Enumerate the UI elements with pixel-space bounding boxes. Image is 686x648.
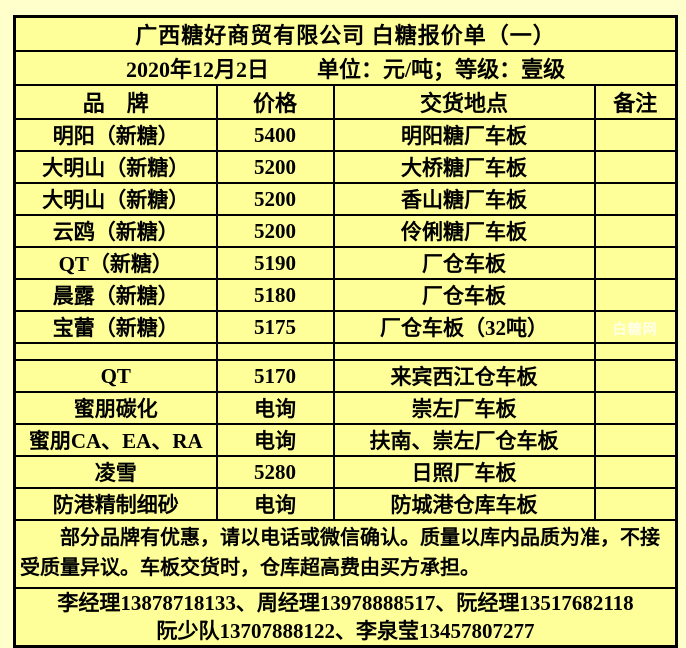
contacts-line-2: 阮少队13707888122、李泉莹13457807277 — [156, 619, 535, 643]
price-cell: 5175 — [215, 310, 335, 344]
location-cell: 厂仓车板 — [332, 246, 596, 280]
price-row: 晨露（新糖） 5180 厂仓车板 — [13, 278, 678, 312]
price-cell: 5200 — [215, 150, 335, 184]
location-cell: 崇左厂车板 — [332, 391, 596, 425]
contacts-line-1: 李经理13878718133、周经理13978888517、阮经理1351768… — [57, 591, 634, 615]
sheet-date: 2020年12月2日 — [125, 57, 269, 82]
sheet-unit-grade: 单位：元/吨；等级：壹级 — [316, 57, 566, 82]
sheet-title: 广西糖好商贸有限公司 白糖报价单（一） — [13, 15, 678, 52]
remark-cell — [593, 342, 678, 361]
notice-text: 部分品牌有优惠，请以电话或微信确认。质量以库内品质为准，不接受质量异议。车板交货… — [20, 527, 660, 579]
location-cell: 香山糖厂车板 — [332, 182, 596, 216]
price-row: 明阳（新糖） 5400 明阳糖厂车板 — [13, 118, 678, 152]
watermark-text: 白糖网 — [612, 322, 658, 338]
location-cell: 来宾西江仓车板 — [332, 359, 596, 393]
price-cell: 5190 — [215, 246, 335, 280]
brand-cell — [13, 342, 218, 361]
brand-cell: 蜜朋碳化 — [13, 391, 218, 425]
remark-cell — [593, 246, 678, 280]
remark-cell — [593, 455, 678, 489]
location-cell: 大桥糖厂车板 — [332, 150, 596, 184]
price-row: 凌雪 5280 日照厂车板 — [13, 455, 678, 489]
location-cell: 厂仓车板（32吨） — [332, 310, 596, 344]
title-row: 广西糖好商贸有限公司 白糖报价单（一） — [13, 15, 678, 52]
price-cell: 5280 — [215, 455, 335, 489]
remark-cell: 白糖网 — [593, 310, 678, 344]
price-cell: 电询 — [215, 487, 335, 521]
remark-cell — [593, 487, 678, 521]
column-header-row: 品 牌 价格 交货地点 备注 — [13, 84, 678, 120]
brand-cell: 明阳（新糖） — [13, 118, 218, 152]
price-cell: 电询 — [215, 423, 335, 457]
price-cell: 5170 — [215, 359, 335, 393]
remark-cell — [593, 391, 678, 425]
price-row: 蜜朋CA、EA、RA 电询 扶南、崇左厂仓车板 — [13, 423, 678, 457]
price-cell: 电询 — [215, 391, 335, 425]
price-cell — [215, 342, 335, 361]
column-header-remark: 备注 — [593, 84, 678, 120]
date-row: 2020年12月2日 单位：元/吨；等级：壹级 — [13, 50, 678, 86]
remark-cell — [593, 150, 678, 184]
price-row: 大明山（新糖） 5200 香山糖厂车板 — [13, 182, 678, 216]
brand-cell: QT — [13, 359, 218, 393]
location-cell: 厂仓车板 — [332, 278, 596, 312]
brand-cell: QT（新糖） — [13, 246, 218, 280]
notice-row: 部分品牌有优惠，请以电话或微信确认。质量以库内品质为准，不接受质量异议。车板交货… — [13, 519, 678, 589]
remark-cell — [593, 182, 678, 216]
location-cell — [332, 342, 596, 361]
remark-cell — [593, 359, 678, 393]
price-row: QT（新糖） 5190 厂仓车板 — [13, 246, 678, 280]
price-row: 大明山（新糖） 5200 大桥糖厂车板 — [13, 150, 678, 184]
location-cell: 伶俐糖厂车板 — [332, 214, 596, 248]
price-cell: 5180 — [215, 278, 335, 312]
remark-cell — [593, 423, 678, 457]
column-header-location: 交货地点 — [332, 84, 596, 120]
price-sheet-page: { "page": { "background": "#FFFFCC", "ce… — [13, 15, 679, 648]
remark-cell — [593, 214, 678, 248]
contact-row: 李经理13878718133、周经理13978888517、阮经理1351768… — [13, 587, 678, 648]
column-header-brand: 品 牌 — [13, 84, 218, 120]
location-cell: 日照厂车板 — [332, 455, 596, 489]
spacer-row — [13, 342, 678, 361]
location-cell: 扶南、崇左厂仓车板 — [332, 423, 596, 457]
brand-cell: 防港精制细砂 — [13, 487, 218, 521]
price-row: 蜜朋碳化 电询 崇左厂车板 — [13, 391, 678, 425]
brand-cell: 凌雪 — [13, 455, 218, 489]
remark-cell — [593, 118, 678, 152]
price-cell: 5400 — [215, 118, 335, 152]
brand-cell: 宝蕾（新糖） — [13, 310, 218, 344]
brand-cell: 晨露（新糖） — [13, 278, 218, 312]
brand-cell: 大明山（新糖） — [13, 150, 218, 184]
price-row: QT 5170 来宾西江仓车板 — [13, 359, 678, 393]
price-table: 广西糖好商贸有限公司 白糖报价单（一） 2020年12月2日 单位：元/吨；等级… — [13, 15, 679, 648]
column-header-price: 价格 — [215, 84, 335, 120]
location-cell: 明阳糖厂车板 — [332, 118, 596, 152]
brand-cell: 云鸥（新糖） — [13, 214, 218, 248]
price-cell: 5200 — [215, 182, 335, 216]
location-cell: 防城港仓库车板 — [332, 487, 596, 521]
price-cell: 5200 — [215, 214, 335, 248]
remark-cell — [593, 278, 678, 312]
price-row: 防港精制细砂 电询 防城港仓库车板 — [13, 487, 678, 521]
price-row: 云鸥（新糖） 5200 伶俐糖厂车板 — [13, 214, 678, 248]
brand-cell: 大明山（新糖） — [13, 182, 218, 216]
price-row: 宝蕾（新糖） 5175 厂仓车板（32吨） 白糖网 — [13, 310, 678, 344]
brand-cell: 蜜朋CA、EA、RA — [13, 423, 218, 457]
